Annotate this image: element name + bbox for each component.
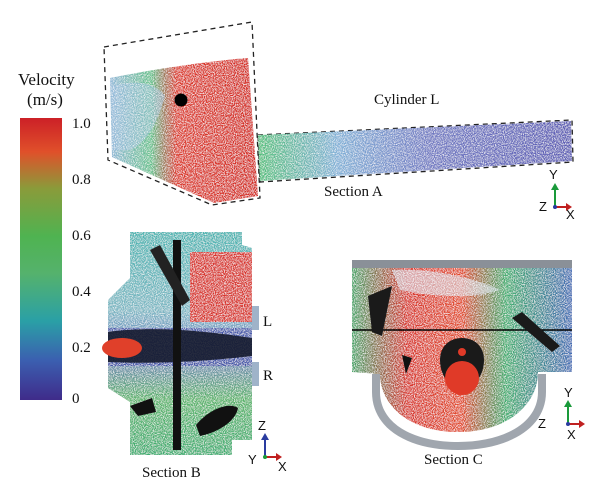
axis-triad-a xyxy=(551,183,572,211)
section-b-r-marker-bar xyxy=(252,362,259,386)
section-b-r-label: R xyxy=(263,368,274,384)
axis-c-origin xyxy=(566,422,570,426)
axis-a-origin xyxy=(553,205,557,209)
section-c-valve-left xyxy=(368,286,392,336)
colorbar-tick-0-4: 0.4 xyxy=(72,284,91,300)
colorbar-title: Velocity (m/s) xyxy=(18,70,75,109)
section-c-label: Section C xyxy=(424,452,483,468)
axis-b-right-arrowhead xyxy=(276,453,282,461)
axis-b-right-label: X xyxy=(278,459,287,474)
section-b-valve-upper xyxy=(150,245,190,306)
section-a-inlet-hole xyxy=(174,93,188,107)
colorbar-tick-0-6: 0.6 xyxy=(72,228,91,244)
axis-a-up-label: Y xyxy=(549,167,558,182)
axis-a-right-arrowhead xyxy=(566,203,572,211)
colorbar-tick-1-0: 1.0 xyxy=(72,116,91,132)
colorbar-tick-0-2: 0.2 xyxy=(72,340,91,356)
section-c-top-plate xyxy=(352,260,572,268)
section-a-cool-patch xyxy=(112,82,165,150)
axis-a-out-label: Z xyxy=(539,199,547,214)
axis-b-up-arrowhead xyxy=(261,433,269,440)
section-c-valve-right xyxy=(512,312,560,352)
axis-b-out-label: Y xyxy=(248,452,257,467)
section-b-inlet-core xyxy=(102,338,142,358)
axis-triad-c xyxy=(564,400,585,428)
section-c xyxy=(352,260,572,450)
colorbar xyxy=(20,118,62,400)
section-c-inlet-core xyxy=(445,361,479,395)
section-c-inlet-dot xyxy=(458,348,466,356)
axis-b-up-label: Z xyxy=(258,418,266,433)
axis-c-out-label: Z xyxy=(538,416,546,431)
section-a xyxy=(103,21,574,206)
axis-b-origin xyxy=(263,455,267,459)
section-b-l-marker-bar xyxy=(252,306,259,330)
section-b-shaft xyxy=(173,240,181,450)
axis-c-up-arrowhead xyxy=(564,400,572,407)
axis-c-right-label: X xyxy=(567,427,576,442)
section-c-cool-top xyxy=(392,269,500,297)
section-c-valve-left-lower xyxy=(402,355,412,374)
axis-triad-b xyxy=(261,433,282,461)
axis-a-up-arrowhead xyxy=(551,183,559,190)
colorbar-title-line2: (m/s) xyxy=(27,89,63,109)
section-b-valve-lower xyxy=(196,405,238,436)
colorbar-gradient xyxy=(20,118,62,400)
axis-c-right-arrowhead xyxy=(579,420,585,428)
axis-c-up-label: Y xyxy=(564,385,573,400)
colorbar-tick-0: 0 xyxy=(72,391,80,407)
section-b-valve-left xyxy=(130,398,156,416)
cylinder-l-outline xyxy=(257,119,574,183)
section-b-l-label: L xyxy=(263,314,273,330)
section-a-label: Section A xyxy=(324,184,383,200)
section-a-outline xyxy=(103,21,261,206)
section-b-red-region xyxy=(190,252,252,322)
axis-a-right-label: X xyxy=(566,207,575,222)
cylinder-l-flow-field xyxy=(258,121,572,181)
section-b-label: Section B xyxy=(142,465,201,481)
section-b xyxy=(102,232,259,455)
colorbar-title-line1: Velocity xyxy=(18,70,75,89)
cylinder-l-label: Cylinder L xyxy=(374,92,440,108)
colorbar-tick-0-8: 0.8 xyxy=(72,172,91,188)
